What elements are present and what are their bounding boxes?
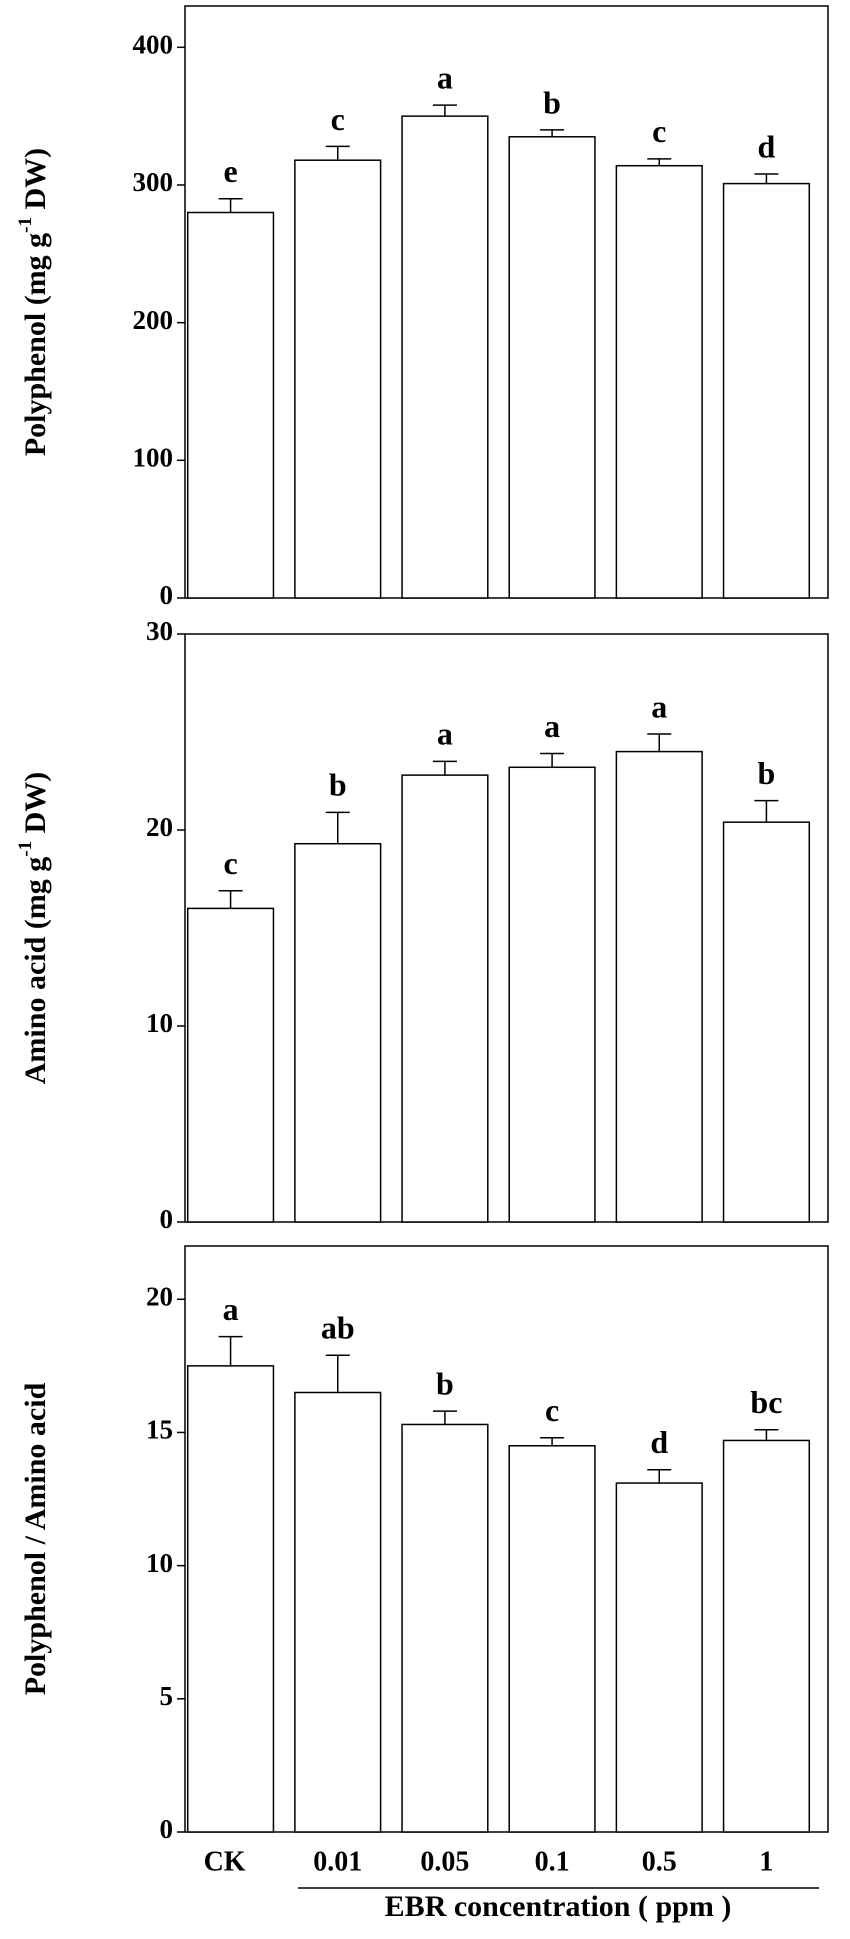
bar	[294, 1391, 382, 1833]
bar	[615, 164, 703, 599]
x-tick-label: 0.1	[535, 1846, 570, 1877]
y-tick-label: 5	[160, 1681, 174, 1711]
bar	[186, 907, 275, 1223]
significance-letter: b	[329, 767, 347, 803]
bar	[615, 750, 703, 1223]
y-axis-label-part: -1	[15, 841, 36, 857]
y-tick-label: 0	[160, 1814, 174, 1844]
bar	[615, 1482, 703, 1833]
significance-letter: e	[223, 153, 237, 189]
bar	[401, 774, 489, 1223]
significance-letter: c	[331, 101, 345, 137]
bar	[722, 1439, 811, 1833]
x-tick-label: 1	[759, 1846, 773, 1877]
significance-letter: b	[436, 1365, 454, 1401]
y-axis-label: Polyphenol (mg g-1 DW)	[15, 148, 52, 456]
y-tick-label: 10	[146, 1008, 173, 1038]
bar	[294, 842, 382, 1223]
significance-letter: ab	[321, 1310, 355, 1346]
y-tick-label: 0	[160, 1204, 174, 1234]
y-axis-label: Polyphenol / Amino acid	[19, 1382, 52, 1695]
bar	[508, 136, 596, 599]
plot-frame	[184, 633, 829, 1223]
y-axis-label-part: Amino acid (mg g	[19, 857, 52, 1085]
significance-letter: d	[650, 1424, 668, 1460]
x-tick-label: CK	[204, 1846, 246, 1877]
y-axis-label-part: Polyphenol / Amino acid	[19, 1382, 52, 1695]
y-tick-label: 15	[146, 1415, 173, 1445]
significance-letter: a	[651, 688, 667, 724]
significance-letter: c	[545, 1392, 559, 1428]
y-tick-label: 20	[146, 812, 173, 842]
bar	[508, 766, 596, 1223]
significance-letter: a	[544, 708, 560, 744]
x-axis-label: EBR concentration ( ppm )	[385, 1890, 732, 1923]
significance-letter: a	[437, 59, 453, 95]
bar	[186, 1365, 275, 1833]
bar	[401, 115, 489, 599]
y-tick-label: 400	[133, 30, 174, 60]
x-tick-label: 0.05	[420, 1846, 469, 1877]
plot-frame	[184, 5, 829, 599]
significance-letter: a	[223, 1291, 239, 1327]
y-axis-label-part: -1	[15, 217, 36, 233]
y-axis-label-part: DW)	[19, 772, 52, 841]
plot-frame	[184, 1245, 829, 1833]
y-axis-label-part: Polyphenol (mg g	[19, 233, 52, 456]
y-axis-label-part: DW)	[19, 148, 52, 217]
y-tick-label: 10	[146, 1548, 173, 1578]
y-tick-label: 30	[146, 616, 173, 646]
y-tick-label: 20	[146, 1281, 173, 1311]
bar	[294, 159, 382, 599]
y-tick-label: 300	[133, 167, 174, 197]
significance-letter: a	[437, 716, 453, 752]
significance-letter: c	[223, 845, 237, 881]
bar	[186, 211, 275, 599]
bar	[722, 821, 811, 1223]
x-tick-label: 0.5	[642, 1846, 677, 1877]
y-tick-label: 200	[133, 305, 174, 335]
bar	[508, 1445, 596, 1833]
y-tick-label: 100	[133, 443, 174, 473]
significance-letter: b	[758, 755, 776, 791]
significance-letter: bc	[750, 1384, 782, 1420]
x-tick-label: 0.01	[313, 1846, 362, 1877]
bar	[722, 182, 811, 599]
significance-letter: c	[652, 113, 666, 149]
significance-letter: b	[543, 84, 561, 120]
y-axis-label: Amino acid (mg g-1 DW)	[15, 772, 52, 1084]
y-tick-label: 0	[160, 580, 174, 610]
bar	[401, 1423, 489, 1833]
significance-letter: d	[758, 128, 776, 164]
